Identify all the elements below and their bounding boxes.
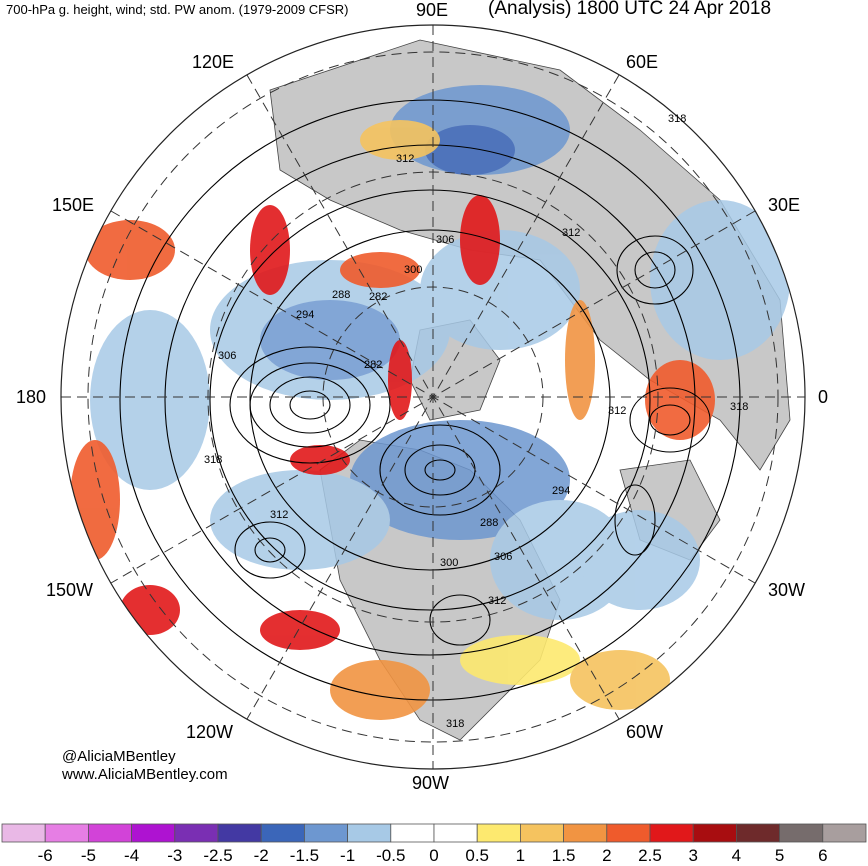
contour-label: 312 — [488, 595, 506, 607]
contour-label: 294 — [552, 485, 570, 497]
colorbar-tick-label: 3 — [688, 846, 698, 865]
colorbar-tick-label: -6 — [37, 846, 53, 865]
contour-label: 312 — [562, 227, 580, 239]
contour-label: 312 — [270, 509, 288, 521]
contour-label: 318 — [446, 718, 464, 730]
colorbar-swatch — [88, 823, 133, 843]
lon-label-90w: 90W — [412, 773, 450, 793]
colorbar-swatch — [303, 823, 348, 843]
colorbar-swatch — [520, 823, 565, 843]
colorbar-swatch — [779, 823, 824, 843]
colorbar-swatch — [433, 823, 478, 843]
colorbar-tick-label: 1.5 — [551, 846, 576, 865]
polar-stereographic-map: 318 312 306 300 288 282 294 306 282 318 … — [60, 24, 806, 770]
lon-label-60e: 60E — [626, 52, 659, 72]
colorbar-tick-label: -4 — [124, 846, 140, 865]
contour-label: 318 — [668, 113, 686, 125]
contour-label: 300 — [404, 264, 422, 276]
contour-label-layer: 318 312 306 300 288 282 294 306 282 318 … — [204, 113, 748, 730]
colorbar-tick-label: 4 — [731, 846, 742, 865]
colorbar-swatch — [822, 823, 867, 843]
contour-label: 300 — [440, 557, 458, 569]
contour-label: 294 — [296, 309, 314, 321]
lon-label-150e: 150E — [52, 195, 95, 215]
map-disk — [70, 39, 791, 741]
credit-handle: @AliciaMBentley — [62, 748, 176, 765]
lon-label-0: 0 — [818, 387, 829, 407]
contour-label: 318 — [730, 401, 748, 413]
colorbar-tick-label: 2 — [602, 846, 612, 865]
colorbar-swatch — [1, 823, 46, 843]
pw-anomaly-warm — [70, 120, 715, 720]
colorbar-swatch — [649, 823, 694, 843]
colorbar-tick-label: 5 — [774, 846, 785, 865]
map-boundary — [60, 24, 806, 770]
colorbar-tick-label: -2.5 — [203, 846, 233, 865]
lon-label-90e: 90E — [416, 0, 449, 20]
colorbar-swatch — [692, 823, 737, 843]
colorbar-tick-label: -5 — [80, 846, 96, 865]
contour-label: 306 — [218, 350, 236, 362]
colorbar-tick-label: -1 — [340, 846, 356, 865]
contour-label: 312 — [396, 153, 414, 165]
colorbar-swatch — [347, 823, 392, 843]
colorbar-swatch — [390, 823, 435, 843]
colorbar — [1, 823, 867, 843]
lon-label-180: 180 — [16, 387, 47, 407]
contour-label: 288 — [480, 517, 498, 529]
colorbar-tick-label: -0.5 — [376, 846, 406, 865]
contour-label: 282 — [369, 291, 387, 303]
contour-label: 288 — [332, 289, 350, 301]
colorbar-swatch — [174, 823, 219, 843]
contour-label: 282 — [364, 359, 382, 371]
lon-label-150w: 150W — [46, 580, 94, 600]
colorbar-swatch — [131, 823, 176, 843]
valid-time-title: (Analysis) 1800 UTC 24 Apr 2018 — [488, 0, 772, 19]
lon-label-120e: 120E — [192, 52, 235, 72]
colorbar-tick-label: 2.5 — [638, 846, 662, 865]
colorbar-tick-label: -1.5 — [289, 846, 320, 865]
lon-label-60w: 60W — [626, 722, 664, 742]
contour-label: 312 — [608, 405, 626, 417]
colorbar-tick-label: 1 — [515, 846, 526, 865]
height-contours — [119, 99, 741, 701]
colorbar-swatch — [736, 823, 781, 843]
lon-label-30e: 30E — [768, 195, 801, 215]
graticule — [61, 25, 805, 769]
colorbar-tick-label: -2 — [253, 846, 269, 865]
colorbar-swatch — [606, 823, 651, 843]
colorbar-tick-label: 0.5 — [465, 846, 490, 865]
contour-label: 306 — [494, 551, 512, 563]
map-title: 700-hPa g. height, wind; std. PW anom. (… — [6, 2, 349, 17]
colorbar-tick-label: 0 — [429, 846, 439, 865]
colorbar-swatch — [260, 823, 305, 843]
colorbar-tick-label: 6 — [818, 846, 828, 865]
credit-website: www.AliciaMBentley.com — [62, 766, 228, 783]
lon-label-120w: 120W — [186, 722, 234, 742]
contour-label: 306 — [436, 234, 454, 246]
colorbar-swatch — [476, 823, 521, 843]
colorbar-swatch — [563, 823, 608, 843]
colorbar-swatch — [217, 823, 262, 843]
contour-label: 318 — [204, 454, 222, 466]
colorbar-swatch — [44, 823, 89, 843]
colorbar-tick-label: -3 — [167, 846, 183, 865]
lon-label-30w: 30W — [768, 580, 806, 600]
